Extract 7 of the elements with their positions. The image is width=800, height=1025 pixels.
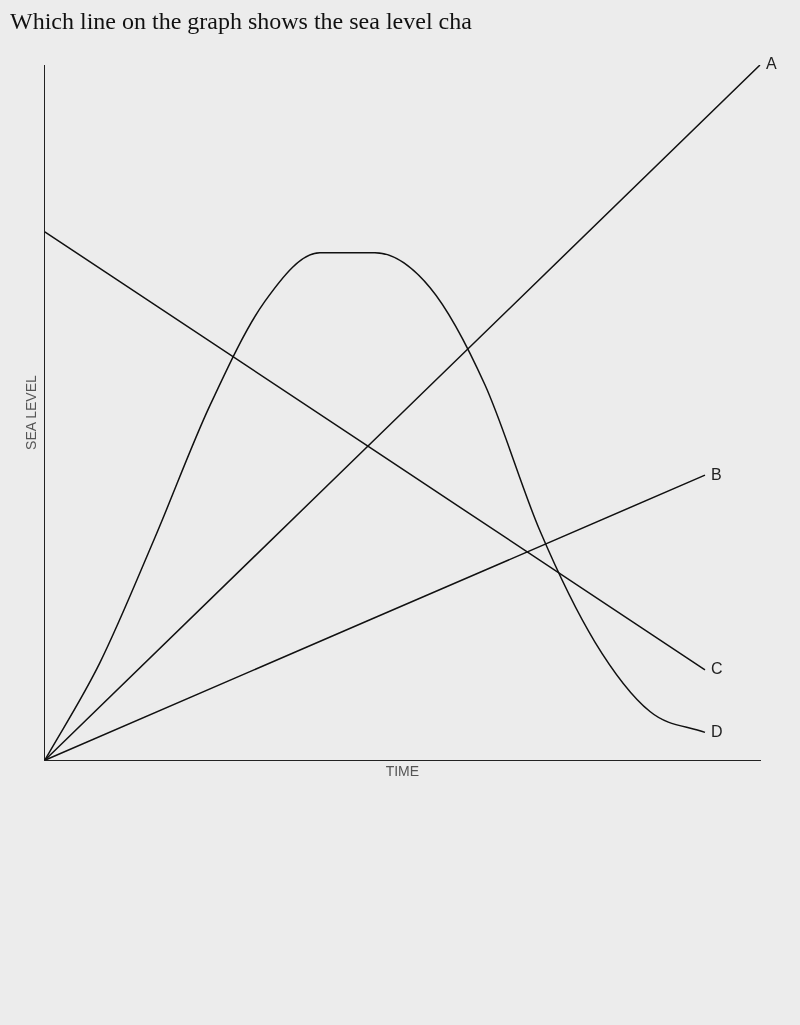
y-axis-title: SEA LEVEL bbox=[23, 375, 40, 450]
series-label: B bbox=[710, 465, 722, 483]
series-label: C bbox=[710, 660, 723, 678]
chart-title: Which line on the graph shows the sea level cha bbox=[9, 7, 473, 35]
series-label: D bbox=[710, 722, 723, 740]
x-axis-title: TIME bbox=[385, 763, 420, 780]
series-label: A bbox=[766, 55, 777, 73]
